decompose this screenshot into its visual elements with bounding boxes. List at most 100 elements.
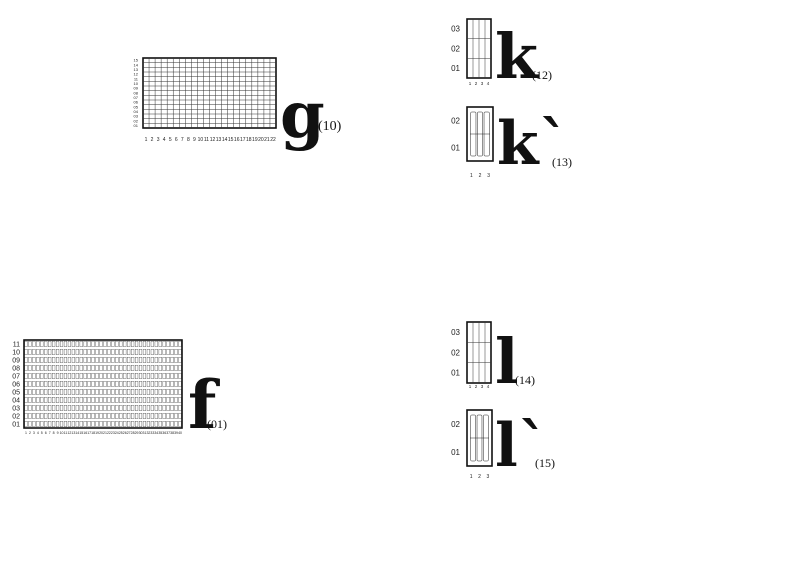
column-label: 4	[487, 81, 490, 86]
cell-slot	[119, 397, 123, 403]
column-label: 20	[258, 137, 264, 143]
cell-slot	[59, 373, 64, 379]
cell-slot	[162, 381, 166, 387]
cell-slot	[28, 381, 32, 387]
cell-slot	[44, 389, 48, 395]
cell-slot	[158, 365, 162, 371]
row-label: 01	[451, 448, 460, 457]
cell-slot	[178, 349, 182, 355]
column-label: 23	[111, 431, 115, 435]
cell-slot	[103, 381, 107, 387]
cell-slot	[40, 373, 44, 379]
cell-slot	[115, 357, 119, 363]
cell-slot	[107, 341, 111, 347]
cell-slot	[127, 389, 131, 395]
row-label: 03	[451, 25, 460, 34]
row-label: 10	[134, 81, 139, 86]
cell-slot	[103, 389, 107, 395]
cell-slot	[67, 413, 71, 419]
cell-slot	[32, 365, 36, 371]
cell-slot	[135, 405, 139, 411]
cell-slot	[99, 381, 103, 387]
column-label: 38	[170, 431, 174, 435]
cell-slot	[75, 357, 79, 363]
row-label: 02	[134, 118, 139, 123]
cell-slot	[28, 413, 32, 419]
column-label: 13	[216, 137, 222, 143]
cell-slot	[119, 389, 123, 395]
cell-slot	[63, 357, 68, 363]
panel-letter: k	[495, 20, 540, 93]
cell-slot	[99, 357, 103, 363]
cell-slot	[150, 389, 154, 395]
cell-slot	[71, 373, 75, 379]
cell-slot	[162, 397, 166, 403]
cell-slot	[79, 357, 83, 363]
cell-slot	[28, 389, 32, 395]
cell-slot	[32, 397, 36, 403]
panel-letter: l`	[495, 411, 548, 481]
cell-slot	[52, 389, 56, 395]
cell-slot	[166, 373, 170, 379]
cell-slot	[103, 349, 107, 355]
column-label: 18	[246, 137, 252, 143]
cell-slot	[131, 421, 135, 427]
cell-slot	[99, 389, 103, 395]
cell-slot	[48, 421, 52, 427]
cell-slot	[154, 421, 158, 427]
cell-slot	[67, 349, 71, 355]
cell-slot	[131, 349, 135, 355]
cell-slot	[170, 413, 174, 419]
cell-slot	[127, 397, 131, 403]
cell-slot	[24, 365, 28, 371]
cell-slot	[119, 341, 123, 347]
row-label: 02	[451, 420, 460, 429]
cell-slot	[28, 405, 32, 411]
cell-slot	[91, 381, 95, 387]
cell-slot	[63, 349, 68, 355]
cell-slot	[71, 421, 75, 427]
cell-slot	[170, 349, 174, 355]
cell-slot	[131, 381, 135, 387]
cell-slot	[95, 349, 99, 355]
cell-slot	[174, 389, 178, 395]
cell-slot	[40, 341, 44, 347]
cell-slot	[123, 341, 127, 347]
cell-slot	[127, 341, 131, 347]
column-label: 7	[181, 137, 184, 143]
column-label: 1	[145, 137, 148, 143]
cell-slot	[119, 349, 123, 355]
cell-slot	[166, 357, 170, 363]
row-label: 09	[134, 86, 139, 91]
column-label: 4	[37, 431, 39, 435]
cell-slot	[75, 389, 79, 395]
cell-slot	[63, 365, 68, 371]
cell-slot	[40, 349, 44, 355]
cell-slot	[138, 421, 143, 427]
cell-slot	[28, 397, 32, 403]
cell-slot	[115, 341, 119, 347]
cell-slot	[119, 421, 123, 427]
cell-slot	[79, 373, 83, 379]
cell-slot	[146, 349, 150, 355]
cell-slot	[154, 341, 158, 347]
column-label: 22	[270, 137, 276, 143]
cell-slot	[123, 365, 127, 371]
cell-slot	[87, 349, 91, 355]
cell-slot	[36, 405, 40, 411]
cell-slot	[142, 349, 147, 355]
cell-slot	[135, 421, 139, 427]
cell-slot	[36, 421, 40, 427]
cell-slot	[91, 349, 95, 355]
column-label: 3	[487, 173, 490, 179]
panel-code: (10)	[318, 119, 342, 134]
column-label: 3	[33, 431, 35, 435]
column-label: 27	[127, 431, 131, 435]
cell-slot	[162, 357, 166, 363]
row-label: 11	[13, 341, 20, 348]
cell-slot	[59, 365, 64, 371]
row-label: 04	[12, 397, 20, 404]
cell-slot	[162, 421, 166, 427]
cell-slot	[174, 405, 178, 411]
cell-slot	[103, 373, 107, 379]
